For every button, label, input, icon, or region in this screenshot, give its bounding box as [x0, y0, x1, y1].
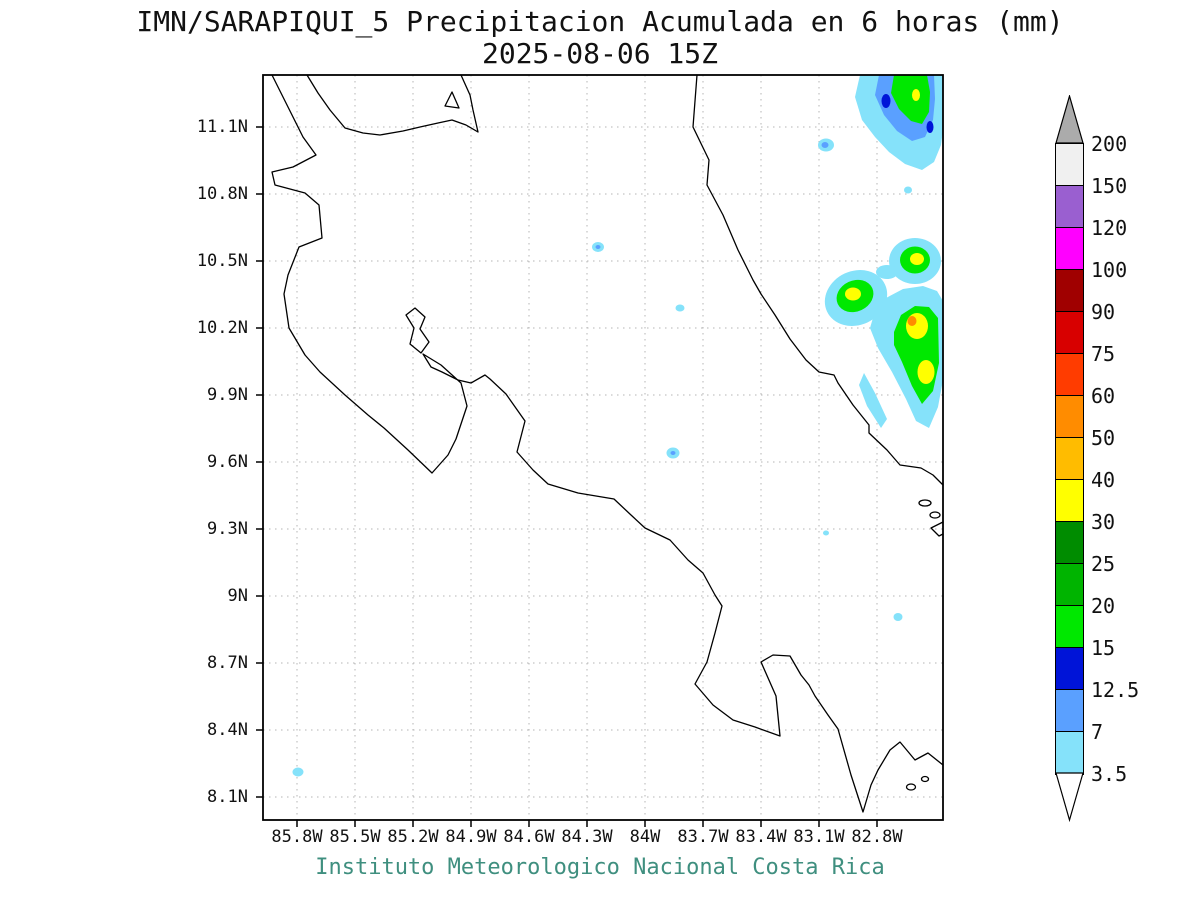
plot-border: [262, 74, 944, 821]
chart-subtitle: 2025-08-06 15Z: [481, 37, 718, 70]
colorbar-segment: [1056, 312, 1083, 354]
lon-tick-label: 85.2W: [387, 827, 439, 847]
colorbar-segment: [1056, 732, 1083, 774]
precip-cell: [907, 316, 917, 326]
precipitation-shading: [292, 75, 943, 777]
panama-island: [905, 783, 917, 791]
precip-cell: [912, 89, 920, 101]
colorbar: [1055, 143, 1084, 775]
lat-tick-label: 9.6N: [207, 452, 248, 472]
gridlines: [263, 75, 943, 820]
colorbar-segment: [1056, 606, 1083, 648]
colorbar-tick-label: 20: [1091, 594, 1116, 618]
lon-tick-label: 84W: [629, 827, 661, 847]
colorbar-tick-label: 40: [1091, 468, 1116, 492]
lat-tick-label: 8.1N: [207, 787, 248, 807]
lon-tick-label: 85.8W: [271, 827, 323, 847]
colorbar-segment: [1056, 690, 1083, 732]
precip-cell: [595, 245, 601, 249]
colorbar-tick-label: 7: [1091, 720, 1104, 744]
colorbar-arrow-top: [1055, 95, 1084, 144]
bocas-island: [929, 511, 941, 519]
colorbar-tick-label: 50: [1091, 426, 1116, 450]
colorbar-segment: [1056, 186, 1083, 228]
colorbar-tick-label: 30: [1091, 510, 1116, 534]
lat-tick-label: 10.5N: [196, 251, 248, 271]
precip-cell: [670, 451, 676, 455]
colorbar-tick-label: 60: [1091, 384, 1116, 408]
colorbar-segment: [1056, 144, 1083, 186]
lake-nicaragua-shore: [306, 74, 479, 136]
panama-caribbean-inlet: [930, 521, 944, 537]
panama-island: [920, 775, 930, 783]
colorbar-tick-label: 200: [1091, 132, 1128, 156]
precip-cell: [823, 530, 829, 536]
lat-tick-label: 8.7N: [207, 653, 248, 673]
lat-tick-label: 11.1N: [196, 117, 248, 137]
colorbar-segment: [1056, 354, 1083, 396]
colorbar-tick-label: 75: [1091, 342, 1116, 366]
footer-caption: Instituto Meteorologico Nacional Costa R…: [315, 855, 885, 880]
lon-tick-label: 84.3W: [561, 827, 613, 847]
lake-island: [444, 91, 460, 109]
colorbar-tick-label: 25: [1091, 552, 1116, 576]
colorbar-segment: [1056, 648, 1083, 690]
precip-cell: [876, 265, 898, 279]
coastline-pacific: [271, 74, 944, 813]
colorbar-segment: [1056, 438, 1083, 480]
precip-cell: [904, 186, 912, 194]
colorbar-below-min: [1055, 772, 1084, 822]
colorbar-tick-label: 120: [1091, 216, 1128, 240]
lat-tick-label: 9.9N: [207, 385, 248, 405]
colorbar-tick-label: 90: [1091, 300, 1116, 324]
colorbar-above-max: [1055, 95, 1084, 144]
colorbar-tick-label: 100: [1091, 258, 1128, 282]
colorbar-segment: [1056, 270, 1083, 312]
colorbar-arrow-bottom: [1055, 772, 1084, 822]
lon-tick-label: 83.7W: [677, 827, 729, 847]
lon-tick-label: 82.8W: [851, 827, 903, 847]
colorbar-segment: [1056, 396, 1083, 438]
colorbar-segment: [1056, 480, 1083, 522]
colorbar-tick-label: 12.5: [1091, 678, 1140, 702]
colorbar-tick-label: 3.5: [1091, 762, 1128, 786]
map-plot: [255, 67, 951, 829]
precip-cell: [821, 142, 829, 148]
precip-cell: [906, 313, 928, 339]
lon-tick-label: 83.1W: [793, 827, 845, 847]
axis-ticks: [256, 126, 878, 827]
lon-tick-label: 85.5W: [329, 827, 381, 847]
precip-cell: [917, 360, 935, 384]
lat-tick-label: 8.4N: [207, 720, 248, 740]
precip-cell: [926, 121, 934, 133]
map-background: [263, 75, 943, 820]
colorbar-segment: [1056, 522, 1083, 564]
colorbar-tick-label: 15: [1091, 636, 1116, 660]
lat-tick-label: 10.2N: [196, 318, 248, 338]
precip-cell: [859, 373, 887, 428]
precip-cell: [910, 253, 924, 265]
precip-cell: [881, 94, 891, 108]
chart-title: IMN/SARAPIQUI_5 Precipitacion Acumulada …: [136, 5, 1064, 38]
precip-cell: [891, 75, 930, 124]
lon-tick-label: 84.6W: [503, 827, 555, 847]
lat-tick-label: 9.3N: [207, 519, 248, 539]
lat-tick-label: 10.8N: [196, 184, 248, 204]
coastline-caribbean: [692, 74, 944, 486]
colorbar-segment: [1056, 228, 1083, 270]
precip-cell: [893, 613, 903, 621]
precip-cell: [845, 287, 861, 301]
colorbar-segment: [1056, 564, 1083, 606]
coastlines: [271, 74, 944, 813]
lat-tick-label: 9N: [227, 586, 248, 606]
bocas-island: [918, 499, 932, 507]
nicoya-estuary: [405, 307, 430, 354]
precip-cell: [292, 767, 304, 777]
lon-tick-label: 83.4W: [735, 827, 787, 847]
precip-cell: [675, 304, 685, 312]
lon-tick-label: 84.9W: [445, 827, 497, 847]
colorbar-tick-label: 150: [1091, 174, 1128, 198]
